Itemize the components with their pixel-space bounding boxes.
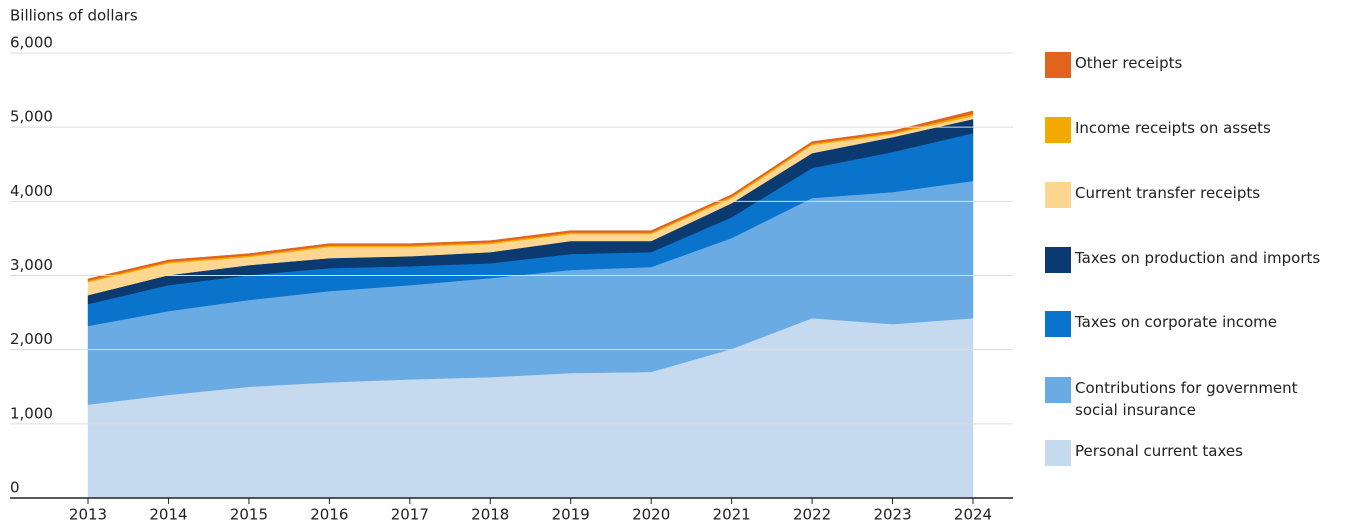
x-tick-label: 2015 — [230, 506, 268, 523]
x-tick-label: 2021 — [713, 506, 751, 523]
y-tick-label: 6,000 — [10, 34, 53, 52]
y-tick-label: 3,000 — [10, 256, 53, 274]
x-tick-label: 2023 — [873, 506, 911, 523]
x-tick-label: 2016 — [310, 506, 348, 523]
x-tick-label: 2017 — [391, 506, 429, 523]
x-tick-label: 2019 — [552, 506, 590, 523]
y-tick-label: 1,000 — [10, 404, 53, 422]
legend-swatch — [1045, 377, 1071, 403]
legend-swatch — [1045, 182, 1071, 208]
legend-swatch — [1045, 247, 1071, 273]
y-tick-label: 2,000 — [10, 330, 53, 348]
legend-swatch — [1045, 52, 1071, 78]
legend-label: Taxes on corporate income — [1075, 313, 1278, 331]
x-tick-label: 2013 — [69, 506, 107, 523]
legend-label: Income receipts on assets — [1075, 119, 1271, 137]
legend-item: Other receipts — [1045, 52, 1345, 78]
legend-item: Personal current taxes — [1045, 440, 1345, 466]
y-axis-title: Billions of dollars — [10, 7, 138, 25]
y-tick-label: 4,000 — [10, 182, 53, 200]
legend-label: Current transfer receipts — [1075, 184, 1261, 202]
legend-label: Contributions for government social insu… — [1075, 379, 1298, 419]
x-tick-label: 2014 — [149, 506, 187, 523]
legend-label: Other receipts — [1075, 54, 1183, 72]
legend-item: Taxes on production and imports — [1045, 247, 1345, 273]
x-tick-label: 2018 — [471, 506, 509, 523]
legend-label: Personal current taxes — [1075, 442, 1243, 460]
legend-label: Taxes on production and imports — [1075, 249, 1321, 267]
y-tick-label: 5,000 — [10, 108, 53, 126]
x-tick-label: 2022 — [793, 506, 831, 523]
y-tick-label: 0 — [10, 479, 20, 497]
area — [87, 110, 974, 282]
x-tick-label: 2024 — [954, 506, 992, 523]
legend-swatch — [1045, 117, 1071, 143]
legend-swatch — [1045, 311, 1071, 337]
legend-swatch — [1045, 440, 1071, 466]
legend-item: Current transfer receipts — [1045, 182, 1345, 208]
legend-item: Contributions for government social insu… — [1045, 377, 1345, 421]
legend-item: Taxes on corporate income — [1045, 311, 1345, 337]
legend-item: Income receipts on assets — [1045, 117, 1345, 143]
x-tick-label: 2020 — [632, 506, 670, 523]
